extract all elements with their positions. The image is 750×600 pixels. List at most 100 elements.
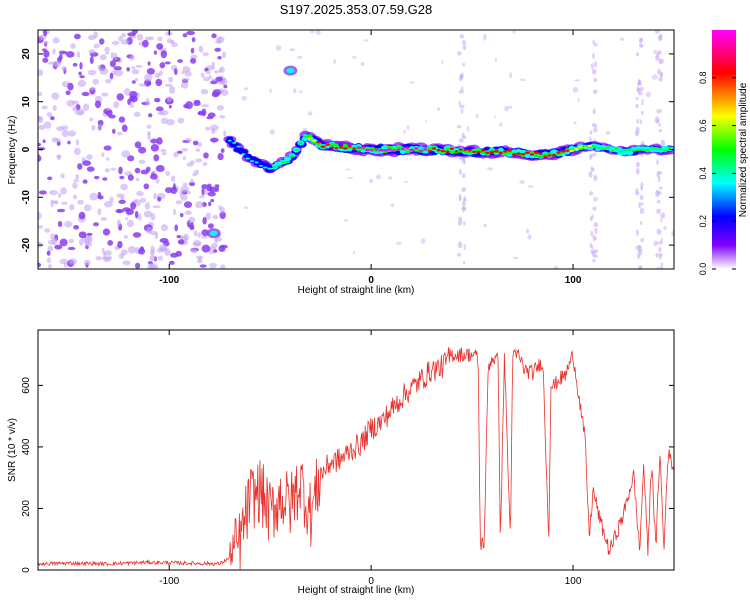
streak-dot <box>658 129 663 133</box>
noise-dot <box>218 245 226 252</box>
noise-dot <box>78 71 82 76</box>
noise-dot <box>656 241 662 245</box>
noise-dot <box>98 64 102 71</box>
ridge-cell <box>538 152 543 155</box>
x-tick-label: 0 <box>368 275 374 286</box>
figure-title: S197.2025.353.07.59.G28 <box>280 2 433 17</box>
ridge-cell <box>360 146 366 149</box>
noise-dot <box>78 211 86 220</box>
noise-dot <box>38 225 44 229</box>
streak-dot <box>656 200 661 204</box>
noise-dot <box>177 239 185 245</box>
noise-dot <box>409 81 414 84</box>
noise-dot <box>126 67 130 72</box>
noise-dot <box>222 51 226 59</box>
noise-dot <box>204 126 211 131</box>
ridge-cell <box>512 153 517 156</box>
ridge-cell <box>436 148 441 152</box>
noise-dot <box>170 175 176 182</box>
noise-dot <box>217 56 222 60</box>
ridge-cell <box>315 142 322 146</box>
noise-dot <box>78 231 87 239</box>
noise-dot <box>221 89 229 96</box>
ridge-cell <box>271 164 277 168</box>
noise-dot <box>388 176 393 180</box>
ridge-cell <box>489 150 495 154</box>
ridge-cell <box>503 150 508 153</box>
streak-dot <box>458 219 463 224</box>
noise-dot <box>292 87 297 94</box>
noise-dot <box>154 97 161 103</box>
noise-dot <box>83 204 92 212</box>
noise-dot <box>86 154 93 160</box>
ridge-cell <box>342 143 348 148</box>
ridge-cell <box>392 149 397 152</box>
noise-dot <box>164 248 171 256</box>
ridge-cell <box>543 155 547 158</box>
noise-dot <box>195 158 203 163</box>
noise-dot <box>161 151 167 156</box>
noise-dot <box>146 81 152 86</box>
noise-dot <box>159 244 168 251</box>
streak-dot <box>458 197 462 202</box>
noise-dot <box>143 210 153 218</box>
noise-dot <box>499 122 503 127</box>
noise-dot <box>211 61 216 70</box>
streak-dot <box>639 119 642 125</box>
noise-dot <box>175 250 182 257</box>
noise-dot <box>180 193 188 201</box>
streak-dot <box>659 72 663 78</box>
streak-dot <box>636 119 639 124</box>
noise-dot <box>38 124 45 130</box>
noise-dot <box>298 90 303 93</box>
noise-dot <box>307 111 313 116</box>
noise-dot <box>104 200 113 208</box>
streak-dot <box>593 42 598 47</box>
noise-dot <box>164 83 173 87</box>
noise-dot <box>605 131 611 135</box>
streak-dot <box>593 222 599 228</box>
noise-dot <box>553 265 559 269</box>
ridge-cell <box>596 146 601 149</box>
streak-dot <box>593 78 598 82</box>
ridge-cell <box>302 135 308 138</box>
streak-dot <box>592 258 596 263</box>
noise-dot <box>118 166 123 175</box>
noise-dot <box>75 174 80 180</box>
noise-dot <box>47 176 53 181</box>
noise-dot <box>51 238 58 246</box>
noise-dot <box>73 179 80 183</box>
noise-dot <box>129 90 138 99</box>
ridge-cell <box>596 144 601 148</box>
ridge-cell <box>525 151 530 154</box>
noise-dot <box>121 249 128 256</box>
noise-dot <box>219 211 226 220</box>
ridge-cell <box>386 145 393 150</box>
ridge-cell <box>334 147 339 150</box>
ridge-cell <box>329 142 335 147</box>
noise-dot <box>296 55 303 59</box>
noise-dot <box>99 67 109 75</box>
x-tick-label: -100 <box>159 576 179 587</box>
streak-dot <box>656 171 660 178</box>
noise-dot <box>157 255 163 261</box>
noise-dot <box>154 264 159 269</box>
noise-dot <box>147 61 151 66</box>
noise-dot <box>168 104 172 109</box>
ridge-cell <box>267 167 273 170</box>
noise-dot <box>121 124 128 132</box>
noise-dot <box>150 144 160 152</box>
noise-dot <box>573 121 577 125</box>
ridge-cell <box>283 156 292 161</box>
ridge-cell <box>334 143 339 147</box>
streak-dot <box>589 242 593 248</box>
streak-dot <box>638 245 641 249</box>
noise-dot <box>104 46 110 53</box>
noise-dot <box>68 130 76 137</box>
ridge-cell <box>476 150 481 154</box>
noise-dot <box>346 168 351 171</box>
ridge-cell <box>614 147 619 150</box>
noise-dot <box>82 179 88 184</box>
ridge-cell <box>281 160 286 164</box>
noise-dot <box>149 255 156 262</box>
